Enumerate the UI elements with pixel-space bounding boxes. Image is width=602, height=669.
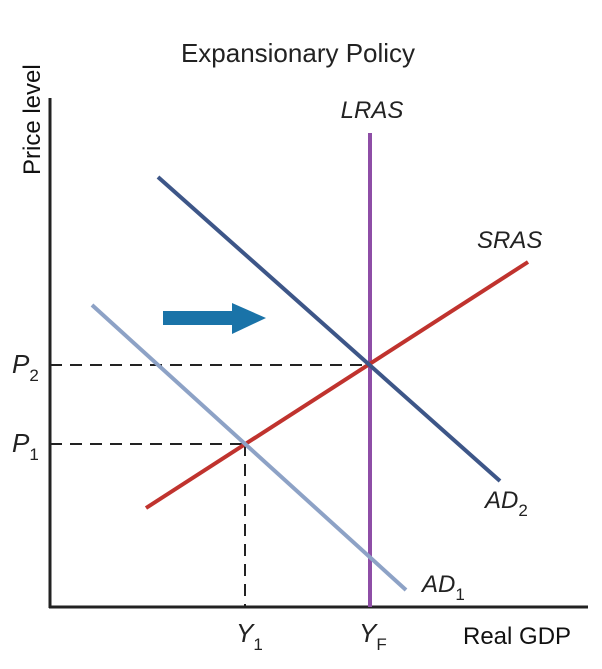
sras-label: SRAS bbox=[477, 227, 542, 254]
lras-label: LRAS bbox=[341, 97, 404, 124]
ad1-label: AD1 bbox=[420, 571, 465, 604]
sras-curve bbox=[144, 260, 530, 510]
x-axis-label: Real GDP bbox=[463, 623, 571, 650]
diagram-title: Expansionary Policy bbox=[181, 38, 415, 68]
p2-tick-label: P2 bbox=[12, 349, 39, 385]
y-axis-label: Price level bbox=[19, 64, 46, 175]
ad2-curve bbox=[156, 175, 502, 483]
y1-tick-label: Y1 bbox=[236, 618, 263, 654]
rightward-shift-arrow-icon bbox=[163, 303, 266, 334]
yf-tick-label: YF bbox=[359, 618, 387, 654]
p1-tick-label: P1 bbox=[12, 428, 39, 464]
ad1-curve bbox=[90, 303, 408, 592]
ad2-label: AD2 bbox=[483, 487, 528, 520]
